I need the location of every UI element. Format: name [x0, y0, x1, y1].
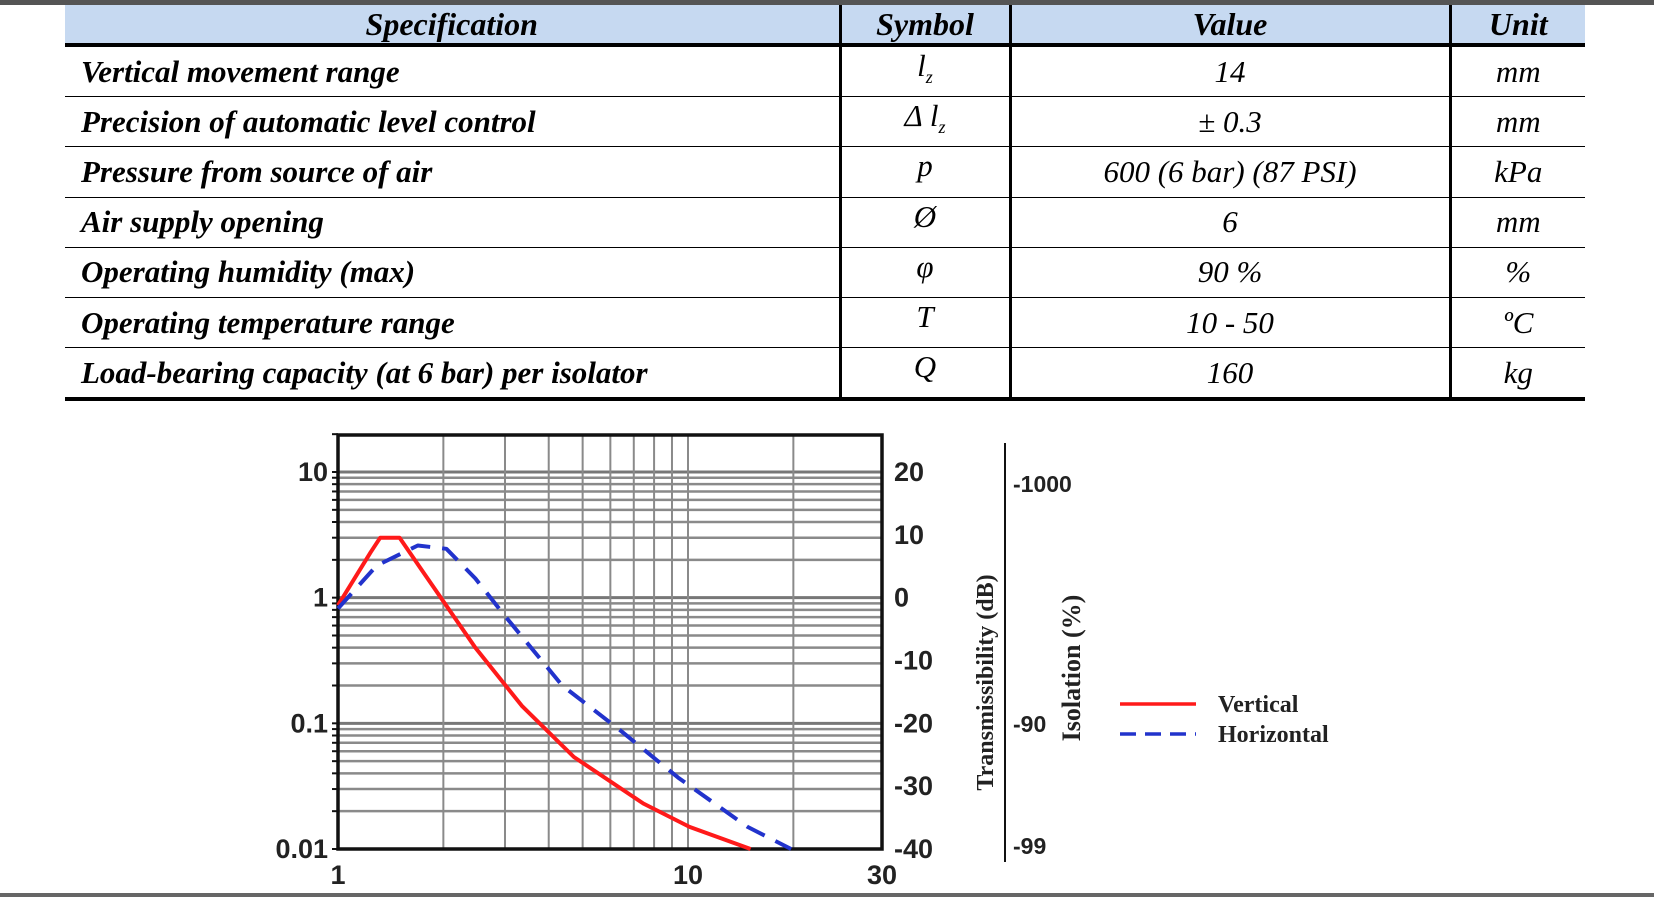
- unit-cell: kg: [1448, 347, 1585, 402]
- symbol-cell: p: [838, 146, 1010, 198]
- symbol-text: l: [917, 48, 926, 83]
- spec-cell: Precision of automatic level control: [65, 96, 840, 148]
- y-tick-label: 1: [313, 583, 328, 613]
- spec-cell: Pressure from source of air: [65, 146, 840, 198]
- isolation-tick-label: -1000: [1013, 471, 1072, 497]
- isolation-tick-label: -99: [1013, 833, 1046, 859]
- spec-cell: Operating humidity (max): [65, 247, 840, 298]
- value-cell: 14: [1008, 45, 1450, 98]
- symbol-text: Q: [913, 349, 937, 385]
- db-tick-label: -40: [894, 834, 933, 864]
- db-tick-label: -10: [894, 646, 933, 676]
- unit-cell: ºC: [1448, 297, 1585, 349]
- symbol-cell: Q: [838, 347, 1010, 402]
- y-tick-label: 0.1: [290, 708, 328, 738]
- header-specification: Specification: [65, 5, 840, 47]
- x-tick-label: 10: [673, 860, 703, 890]
- symbol-cell: Ø: [838, 197, 1010, 248]
- symbol-cell: Δ lz: [838, 96, 1010, 148]
- symbol-cell: lz: [838, 45, 1010, 98]
- symbol-subscript: z: [925, 67, 933, 88]
- unit-cell: mm: [1448, 197, 1585, 248]
- db-tick-label: -30: [894, 771, 933, 801]
- unit-cell: kPa: [1448, 146, 1585, 198]
- table-row: Vertical movement range lz 14 mm: [65, 45, 1585, 98]
- spec-cell: Load-bearing capacity (at 6 bar) per iso…: [65, 347, 840, 402]
- db-tick-label: 10: [894, 520, 924, 550]
- unit-cell: mm: [1448, 96, 1585, 148]
- y-tick-label: 0.01: [275, 834, 328, 864]
- value-cell: 600 (6 bar) (87 PSI): [1008, 146, 1450, 198]
- y-tick-label: 10: [298, 457, 328, 487]
- series-line-vertical: [336, 535, 752, 851]
- db-tick-label: 0: [894, 583, 909, 613]
- table-row: Pressure from source of air p 600 (6 bar) …: [65, 146, 1585, 198]
- symbol-text: T: [916, 298, 934, 334]
- symbol-cell: T: [838, 297, 1010, 349]
- legend-label-horizontal: Horizontal: [1218, 722, 1329, 748]
- isolation-axis-label: Isolation (%): [1057, 595, 1086, 742]
- symbol-text: p: [917, 148, 933, 184]
- table-row: Load-bearing capacity (at 6 bar) per iso…: [65, 347, 1585, 402]
- value-cell: 10 - 50: [1008, 297, 1450, 349]
- table-row: Precision of automatic level control Δ lz…: [65, 96, 1585, 148]
- header-value: Value: [1008, 5, 1450, 47]
- table-row: Operating humidity (max) φ 90 %%: [65, 247, 1585, 298]
- unit-cell: %: [1448, 247, 1585, 298]
- series-line-horizontal: [336, 543, 793, 851]
- value-cell: 90 %: [1008, 247, 1450, 298]
- spec-cell: Vertical movement range: [65, 45, 840, 98]
- table-header-row: Specification Symbol Value Unit: [65, 5, 1585, 47]
- db-tick-label: 20: [894, 457, 924, 487]
- window-bottom-bar: [0, 893, 1654, 897]
- value-cell: 6: [1008, 197, 1450, 248]
- plot-frame: [336, 433, 884, 851]
- table-row: Operating temperature range T 10 - 50 ºC: [65, 297, 1585, 349]
- legend-label-vertical: Vertical: [1218, 692, 1299, 718]
- db-tick-label: -20: [894, 708, 933, 738]
- transmissibility-axis-label: Transmissibility (dB): [973, 574, 999, 790]
- symbol-cell: φ: [838, 247, 1010, 298]
- table-row: Air supply opening Ø 6 mm: [65, 197, 1585, 248]
- symbol-text: Ø: [913, 198, 937, 234]
- x-tick-label: 1: [330, 860, 345, 890]
- specification-table: Specification Symbol Value Unit Vertical…: [65, 5, 1585, 402]
- value-cell: ± 0.3: [1008, 96, 1450, 148]
- value-cell: 160: [1008, 347, 1450, 402]
- window-top-bar: [0, 0, 1654, 5]
- spec-cell: Operating temperature range: [65, 297, 840, 349]
- x-tick-label: 30: [867, 860, 897, 890]
- header-symbol: Symbol: [838, 5, 1010, 47]
- header-unit: Unit: [1448, 5, 1585, 47]
- spec-cell: Air supply opening: [65, 197, 840, 248]
- isolation-tick-label: -90: [1013, 711, 1046, 737]
- unit-cell: mm: [1448, 45, 1585, 98]
- symbol-subscript: z: [938, 117, 946, 138]
- symbol-text: Δ l: [904, 98, 939, 134]
- symbol-text: φ: [916, 248, 934, 284]
